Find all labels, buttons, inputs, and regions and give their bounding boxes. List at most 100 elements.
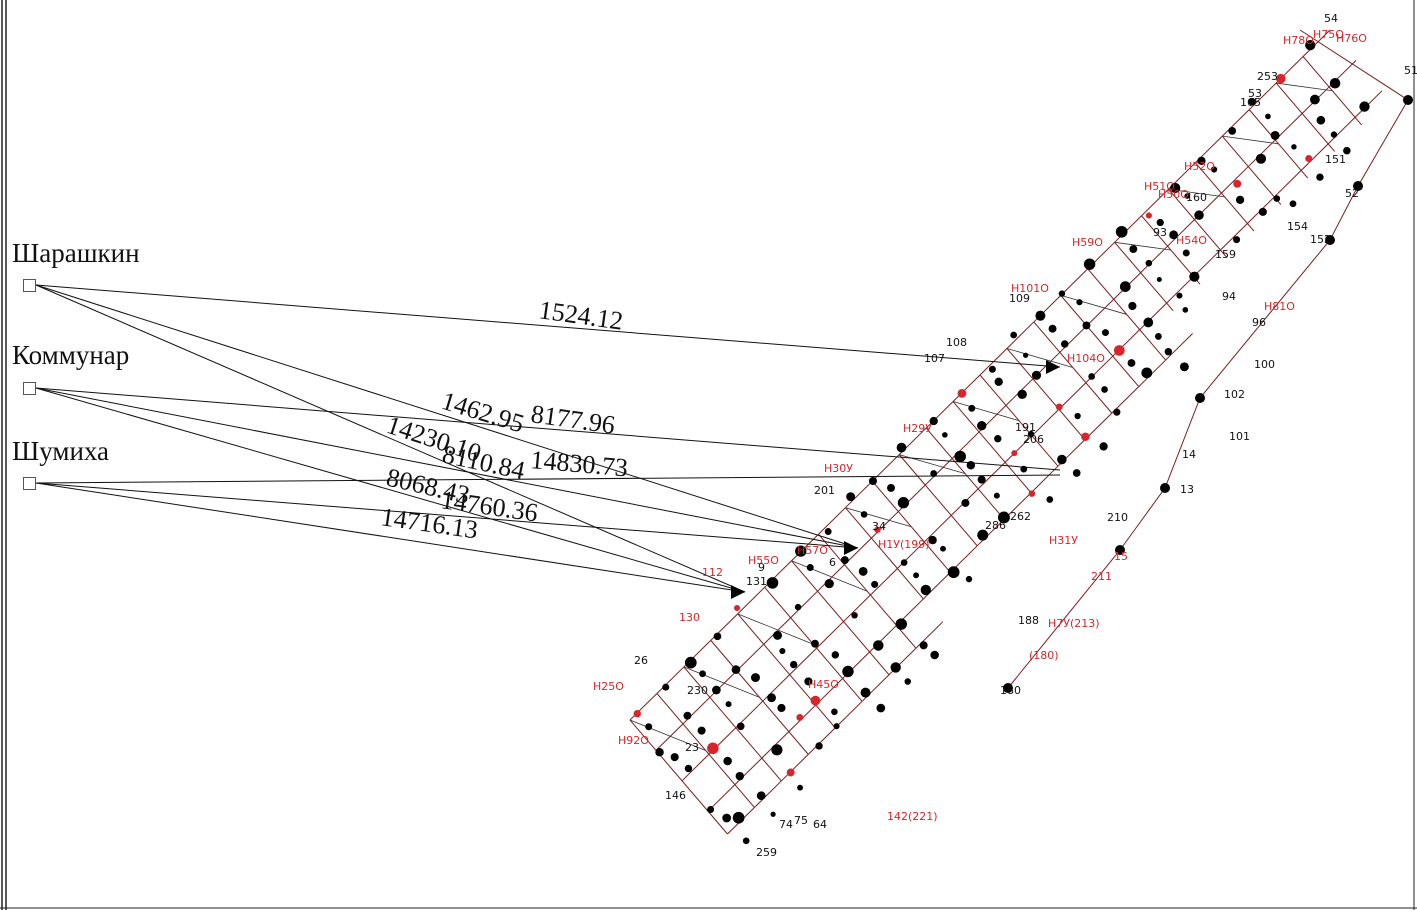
node-label: 74 [779,818,793,831]
network-node [633,709,641,718]
network-node [1316,115,1326,125]
node-label: 262 [1010,510,1031,523]
network-node [1113,408,1121,416]
network-node [942,432,948,438]
node-label: 101 [1229,430,1250,443]
network-node [1305,154,1313,162]
network-node [697,726,706,735]
node-label-red: Н76О [1336,32,1367,45]
network-node [868,476,877,486]
network-node [1072,469,1081,477]
network-node [1017,389,1027,400]
network-node [913,572,920,579]
network-node [940,545,946,552]
network-node [1115,545,1125,555]
network-node [1143,317,1154,328]
node-label: 146 [665,789,686,802]
network-node [790,660,798,669]
network-node [1099,442,1108,451]
network-node [794,603,802,611]
network-node [1164,347,1173,356]
station-marker-sharashkin[interactable] [23,279,36,292]
node-label: 100 [1254,358,1275,371]
node-label: 131 [746,575,767,588]
network-node [977,475,986,484]
network-node [797,784,803,791]
node-label-red: Н29У [903,422,932,435]
station-marker-kommunar[interactable] [23,382,36,395]
node-label-red: Н51О [1144,180,1175,193]
node-label: 26 [634,654,648,667]
network-node [1156,218,1164,227]
network-node [1316,173,1324,181]
network-node [767,693,776,703]
network-node [725,701,732,708]
network-node [954,450,966,463]
node-label-red: Н59О [1072,236,1103,249]
node-label: 102 [1224,388,1245,401]
node-label: 64 [813,818,827,831]
node-label: 151 [1325,153,1346,166]
network-node [947,566,960,579]
node-label: 210 [1107,511,1128,524]
network-node [966,461,976,470]
node-label-red: 15 [1114,550,1128,563]
node-label: 201 [814,484,835,497]
network-node [957,388,967,398]
network-node [874,526,881,533]
node-label-red: Н104О [1067,352,1105,365]
network-node [873,640,884,651]
network-node [735,771,745,781]
network-node [871,580,879,588]
network-node [713,632,722,641]
network-node [810,695,821,706]
network-node [731,665,741,674]
node-label-red: Н92О [618,734,649,747]
network-node [846,492,856,502]
network-node [1113,345,1125,356]
network-node [723,756,732,766]
connector-line [35,284,1061,368]
network-node [1265,113,1271,120]
network-node [977,529,989,541]
network-node [1330,131,1338,138]
network-node [977,421,987,431]
node-label: 53 [1248,87,1262,100]
station-marker-shumikha[interactable] [23,477,36,490]
network-node [1082,321,1091,330]
node-label: 108 [946,336,967,349]
network-node [1197,156,1206,166]
network-node [707,805,715,814]
network-node [1101,329,1109,337]
node-label: 51 [1404,64,1417,77]
network-node [896,442,907,453]
network-node [920,584,931,596]
node-label-red: Н1У(199) [878,538,930,551]
network-node [1305,40,1316,51]
network-node [771,744,783,756]
node-label: 286 [985,519,1006,532]
node-label-red: 142(221) [887,810,938,823]
network-node [930,470,938,477]
network-node [904,678,911,685]
network-node [876,703,886,713]
network-node [1003,683,1013,693]
network-node [1119,281,1131,292]
node-label-red: Н7У(213) [1048,617,1100,630]
node-label-red: Н45О [808,678,839,691]
node-label: 180 [1000,684,1021,697]
network-node [860,687,871,698]
network-node [919,641,928,650]
network-node [1083,258,1096,270]
network-node [806,564,814,572]
network-node [770,811,776,817]
network-node [1255,153,1267,164]
network-node [1289,200,1297,208]
network-node [1060,340,1069,348]
node-label-red: Н57О [797,544,828,557]
network-node [1210,166,1218,173]
node-label: 14 [1182,448,1196,461]
node-label: 107 [924,352,945,365]
node-label: 253 [1257,70,1278,83]
